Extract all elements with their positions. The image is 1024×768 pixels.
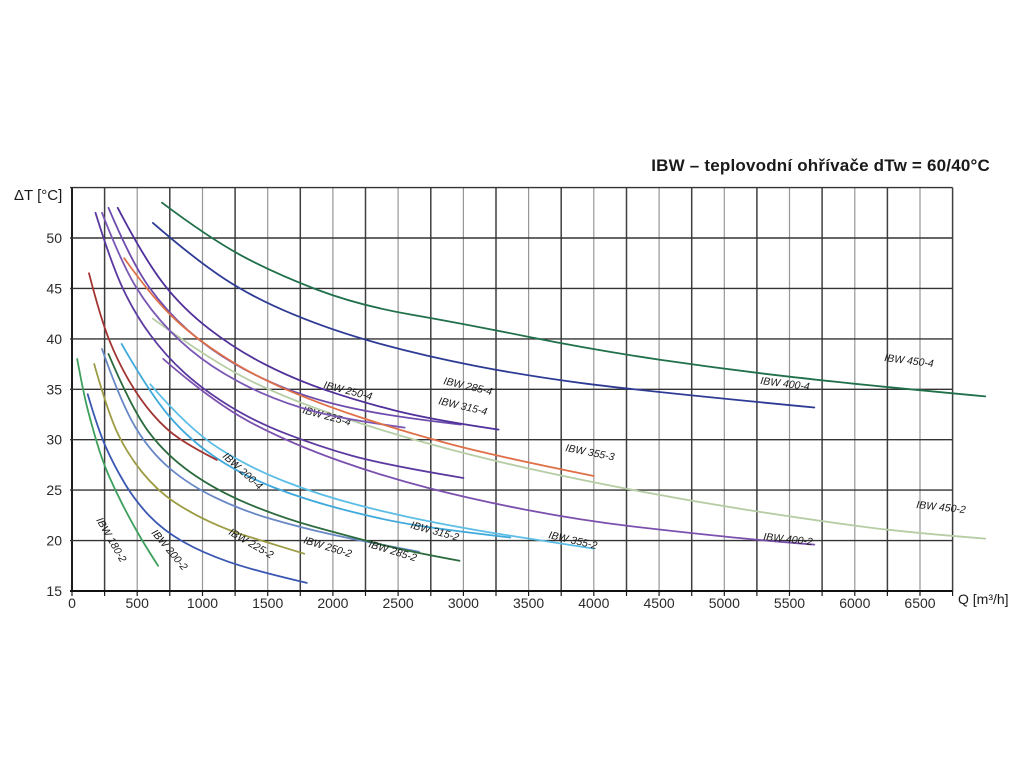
curve-ibw-200-4	[88, 272, 218, 461]
x-axis-label: Q [m³/h]	[958, 591, 1009, 607]
curve-ibw-355-3	[123, 257, 595, 477]
curve-label-ibw-355-3: IBW 355-3	[564, 442, 615, 463]
curve-ibw-180-2	[76, 358, 159, 567]
x-tick-label: 2000	[317, 595, 348, 611]
curve-ibw-315-4	[116, 206, 500, 431]
x-tick-label: 3000	[448, 595, 479, 611]
y-tick-label: 15	[46, 583, 62, 599]
curve-ibw-285-2	[107, 353, 461, 562]
y-tick-label: 40	[46, 331, 62, 347]
x-tick-label: 4500	[644, 595, 675, 611]
y-tick-label: 45	[46, 280, 62, 296]
y-axis-label: ΔT [°C]	[14, 187, 63, 204]
y-tick-label: 50	[46, 230, 62, 246]
x-tick-label: 500	[126, 595, 150, 611]
curve-ibw-250-2	[101, 348, 420, 553]
curve-ibw-400-4	[152, 222, 816, 409]
curve-ibw-225-2	[93, 363, 306, 555]
curve-label-ibw-225-4: IBW 225-4	[301, 404, 352, 428]
curve-ibw-285-4	[107, 206, 462, 426]
curve-label-ibw-285-2: IBW 285-2	[367, 538, 418, 564]
chart-title: IBW – teplovodní ohřívače dTw = 60/40°C	[651, 156, 990, 175]
curve-ibw-400-2	[162, 358, 816, 546]
y-tick-label: 35	[46, 381, 62, 397]
curve-ibw-225-4	[94, 211, 465, 479]
curve-label-ibw-450-2: IBW 450-2	[916, 499, 967, 516]
x-tick-label: 5500	[774, 595, 805, 611]
curve-label-ibw-355-2: IBW 355-2	[547, 529, 598, 552]
x-tick-label: 5000	[709, 595, 740, 611]
x-tick-label: 1500	[252, 595, 283, 611]
x-tick-label: 4000	[578, 595, 609, 611]
curve-ibw-250-4	[101, 211, 406, 429]
x-tick-label: 1000	[187, 595, 218, 611]
curve-label-ibw-400-2: IBW 400-2	[763, 531, 814, 548]
curve-ibw-450-2	[152, 317, 987, 540]
curve-label-ibw-200-4: IBW 200-4	[220, 450, 265, 492]
curve-ibw-450-4	[161, 201, 987, 398]
curve-label-ibw-450-4: IBW 450-4	[884, 352, 935, 370]
y-tick-label: 25	[46, 482, 62, 498]
x-tick-label: 2500	[383, 595, 414, 611]
x-tick-label: 6000	[839, 595, 870, 611]
y-tick-label: 30	[46, 432, 62, 448]
x-tick-label: 0	[68, 595, 76, 611]
curve-ibw-315-2	[120, 343, 512, 539]
curve-ibw-355-2	[149, 383, 595, 550]
x-tick-label: 3500	[513, 595, 544, 611]
y-tick-label: 20	[46, 533, 62, 549]
curve-ibw-200-2	[86, 393, 308, 584]
curve-label-ibw-285-4: IBW 285-4	[442, 375, 493, 398]
x-tick-label: 6500	[904, 595, 935, 611]
